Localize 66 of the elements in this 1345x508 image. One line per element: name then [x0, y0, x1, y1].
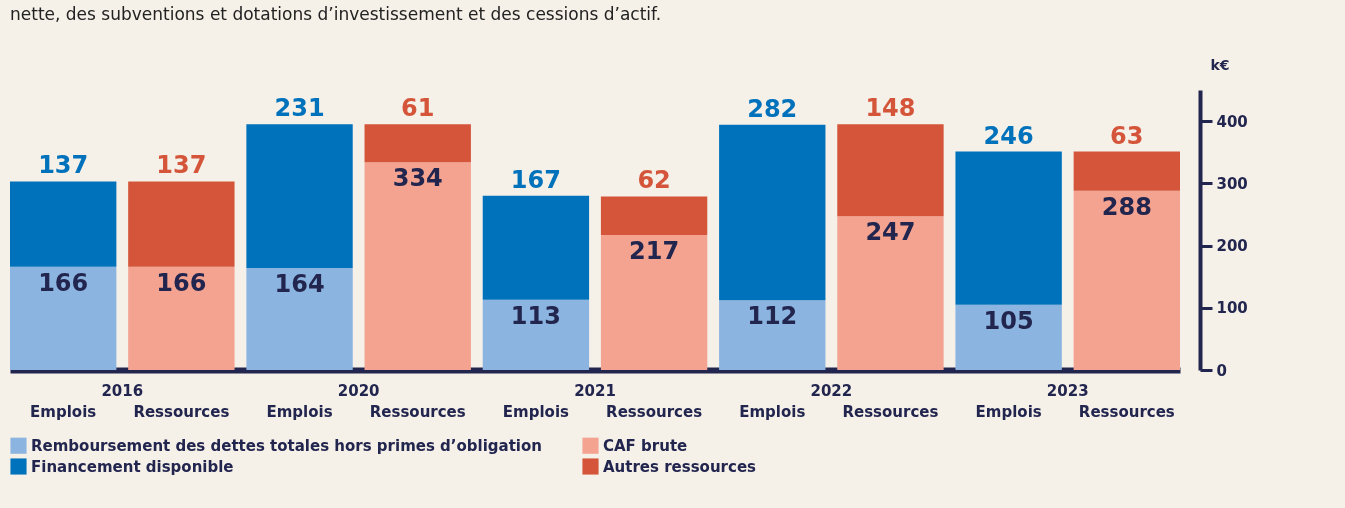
bar: [10, 181, 117, 267]
x-tick-label: Emplois: [739, 402, 806, 421]
bar: [1073, 151, 1180, 191]
data-label: 61: [401, 94, 435, 123]
bar: [482, 299, 590, 370]
data-label: 166: [38, 268, 89, 297]
chart-subtitle: nette, des subventions et dotations d’investissement et des cessions d’actif.: [10, 4, 662, 24]
text: 2016: [101, 382, 144, 400]
bar: [600, 234, 708, 370]
bar: [246, 124, 353, 268]
text: 2022: [810, 382, 853, 400]
y-tick-label: 100: [1216, 299, 1248, 318]
legend-label: Autres ressources: [603, 457, 757, 476]
text: 2021: [574, 382, 616, 400]
x-tick-label: Emplois: [975, 402, 1042, 421]
data-label: 334: [392, 164, 443, 193]
data-label: 137: [38, 151, 89, 180]
y-axis-title: k€: [1210, 56, 1230, 73]
legend-label: CAF brute: [603, 436, 688, 455]
y-tick-label: 300: [1216, 174, 1248, 193]
x-tick-label: Ressources: [842, 402, 939, 421]
bar: [364, 124, 471, 163]
data-label: 247: [865, 218, 916, 247]
data-label: 164: [274, 269, 325, 298]
data-label: 113: [510, 301, 561, 330]
x-tick-label: Emplois: [502, 402, 570, 421]
x-tick-label: Emplois: [30, 402, 97, 421]
legend-label: Financement disponible: [31, 457, 234, 476]
bar: [1073, 190, 1180, 370]
legend-label: Remboursement des dettes totales hors primes d’obligation: [31, 436, 542, 455]
bar: [246, 267, 353, 370]
bar: [955, 304, 1062, 370]
data-label: 217: [629, 236, 680, 265]
text: 2020: [337, 382, 380, 400]
bar: [128, 266, 235, 370]
bar: [600, 196, 708, 235]
y-tick-label: 400: [1216, 112, 1248, 131]
data-label: 137: [156, 151, 207, 180]
text: 2023: [1046, 382, 1089, 400]
bar: [10, 266, 117, 370]
bar: [719, 124, 826, 301]
data-label: 231: [274, 94, 325, 123]
bar: [955, 151, 1062, 305]
bar: [364, 162, 471, 370]
data-label: 62: [637, 166, 671, 195]
bar: [719, 300, 826, 370]
data-label: 246: [983, 121, 1034, 150]
x-tick-label: Emplois: [266, 402, 333, 421]
bar: [837, 216, 944, 370]
x-tick-label: Ressources: [1078, 402, 1175, 421]
y-tick-label: 200: [1216, 237, 1248, 256]
data-label: 167: [510, 165, 561, 194]
bar: [482, 195, 590, 300]
bar: [837, 124, 944, 217]
data-label: 282: [747, 94, 798, 123]
x-tick-label: Ressources: [133, 402, 230, 421]
x-tick-label: Ressources: [369, 402, 466, 421]
data-label: 63: [1110, 121, 1144, 150]
data-label: 148: [865, 94, 916, 123]
bar: [128, 181, 235, 267]
data-label: 105: [983, 306, 1034, 335]
data-label: 288: [1101, 192, 1152, 221]
data-label: 166: [156, 268, 207, 297]
x-tick-label: Ressources: [606, 402, 703, 421]
data-label: 112: [747, 302, 798, 331]
y-tick-label: 0: [1216, 361, 1227, 380]
